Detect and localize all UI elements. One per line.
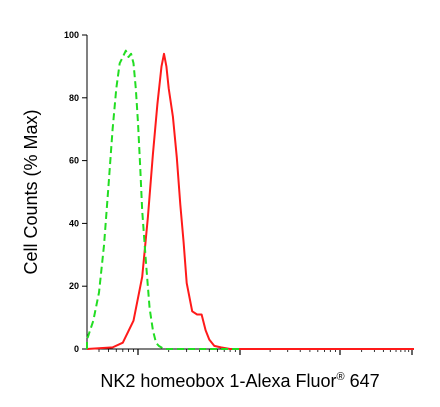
series-layer: [86, 49, 414, 350]
y-tick-label: 40: [69, 218, 79, 228]
x-axis-ticks: [98, 349, 413, 355]
y-tick-label: 20: [69, 281, 79, 291]
plot-area: 0 20 40 60 80 100: [64, 30, 414, 355]
y-tick-label: 60: [69, 156, 79, 166]
x-axis-title-registered-mark: ®: [336, 371, 344, 383]
y-tick-label: 0: [74, 344, 79, 354]
x-axis-title-main: NK2 homeobox 1-Alexa Fluor: [100, 371, 336, 391]
x-axis-title: NK2 homeobox 1-Alexa Fluor® 647: [100, 371, 379, 391]
y-axis-title: Cell Counts (% Max): [21, 109, 41, 274]
series-line-sample: [86, 52, 414, 350]
x-axis-title-suffix: 647: [345, 371, 380, 391]
y-tick-label: 100: [64, 30, 79, 40]
y-tick-label: 80: [69, 93, 79, 103]
series-line-isotype-control: [86, 49, 240, 350]
y-axis-ticks: 0 20 40 60 80 100: [64, 30, 87, 354]
